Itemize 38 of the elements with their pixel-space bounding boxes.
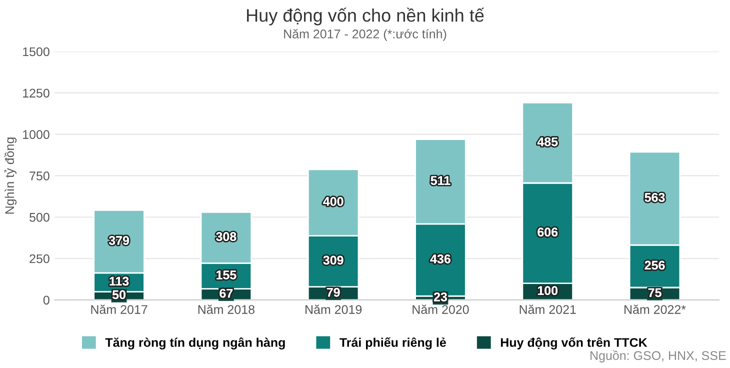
chart-subtitle: Năm 2017 - 2022 (*:ước tính) [284, 29, 446, 41]
x-tick-label: Năm 2022* [624, 304, 686, 314]
legend-label: Trái phiếu riêng lẻ [340, 337, 446, 350]
y-tick-label: 500 [30, 212, 50, 222]
data-label: 606 [538, 228, 558, 237]
text: Nguồn: GSO, HNX, SSE [590, 350, 726, 362]
data-label: 563 [644, 192, 665, 202]
y-tick-label: 750 [30, 172, 50, 180]
data-label: 309 [323, 256, 344, 265]
data-label: 79 [326, 288, 340, 297]
data-label: 23 [434, 292, 447, 302]
data-label: 308 [216, 232, 236, 242]
y-tick-label: 250 [30, 254, 50, 264]
x-tick-label: Năm 2020 [412, 304, 469, 314]
y-axis-title: Nghìn tỷ đồng [4, 138, 17, 214]
y-tick-label: 0 [43, 296, 50, 305]
data-label: 511 [430, 176, 450, 185]
y-tick-label: 1500 [23, 47, 50, 56]
legend-label: Tăng ròng tín dụng ngân hàng [105, 337, 285, 350]
data-label: 100 [538, 286, 558, 295]
data-label: 67 [220, 288, 233, 298]
x-tick-label: Năm 2017 [91, 304, 148, 314]
data-label: 113 [110, 276, 129, 286]
data-label: 436 [430, 254, 450, 264]
x-tick-label: Năm 2018 [198, 304, 254, 314]
data-label: 400 [323, 197, 344, 206]
x-tick-label: Năm 2019 [306, 304, 362, 314]
data-label: 50 [112, 290, 126, 300]
chart-title: Huy động vốn cho nền kinh tế [247, 8, 484, 26]
y-tick-label: 1250 [23, 88, 50, 98]
data-label: 256 [644, 260, 665, 270]
x-tick-label: Năm 2021 [520, 304, 576, 314]
data-label: 379 [108, 236, 129, 245]
y-tick-label: 1000 [23, 130, 50, 139]
data-label: 155 [216, 270, 236, 280]
legend-label: Huy động vốn trên TTCK [500, 337, 648, 350]
data-label: 485 [537, 137, 558, 146]
data-label: 75 [648, 288, 662, 298]
